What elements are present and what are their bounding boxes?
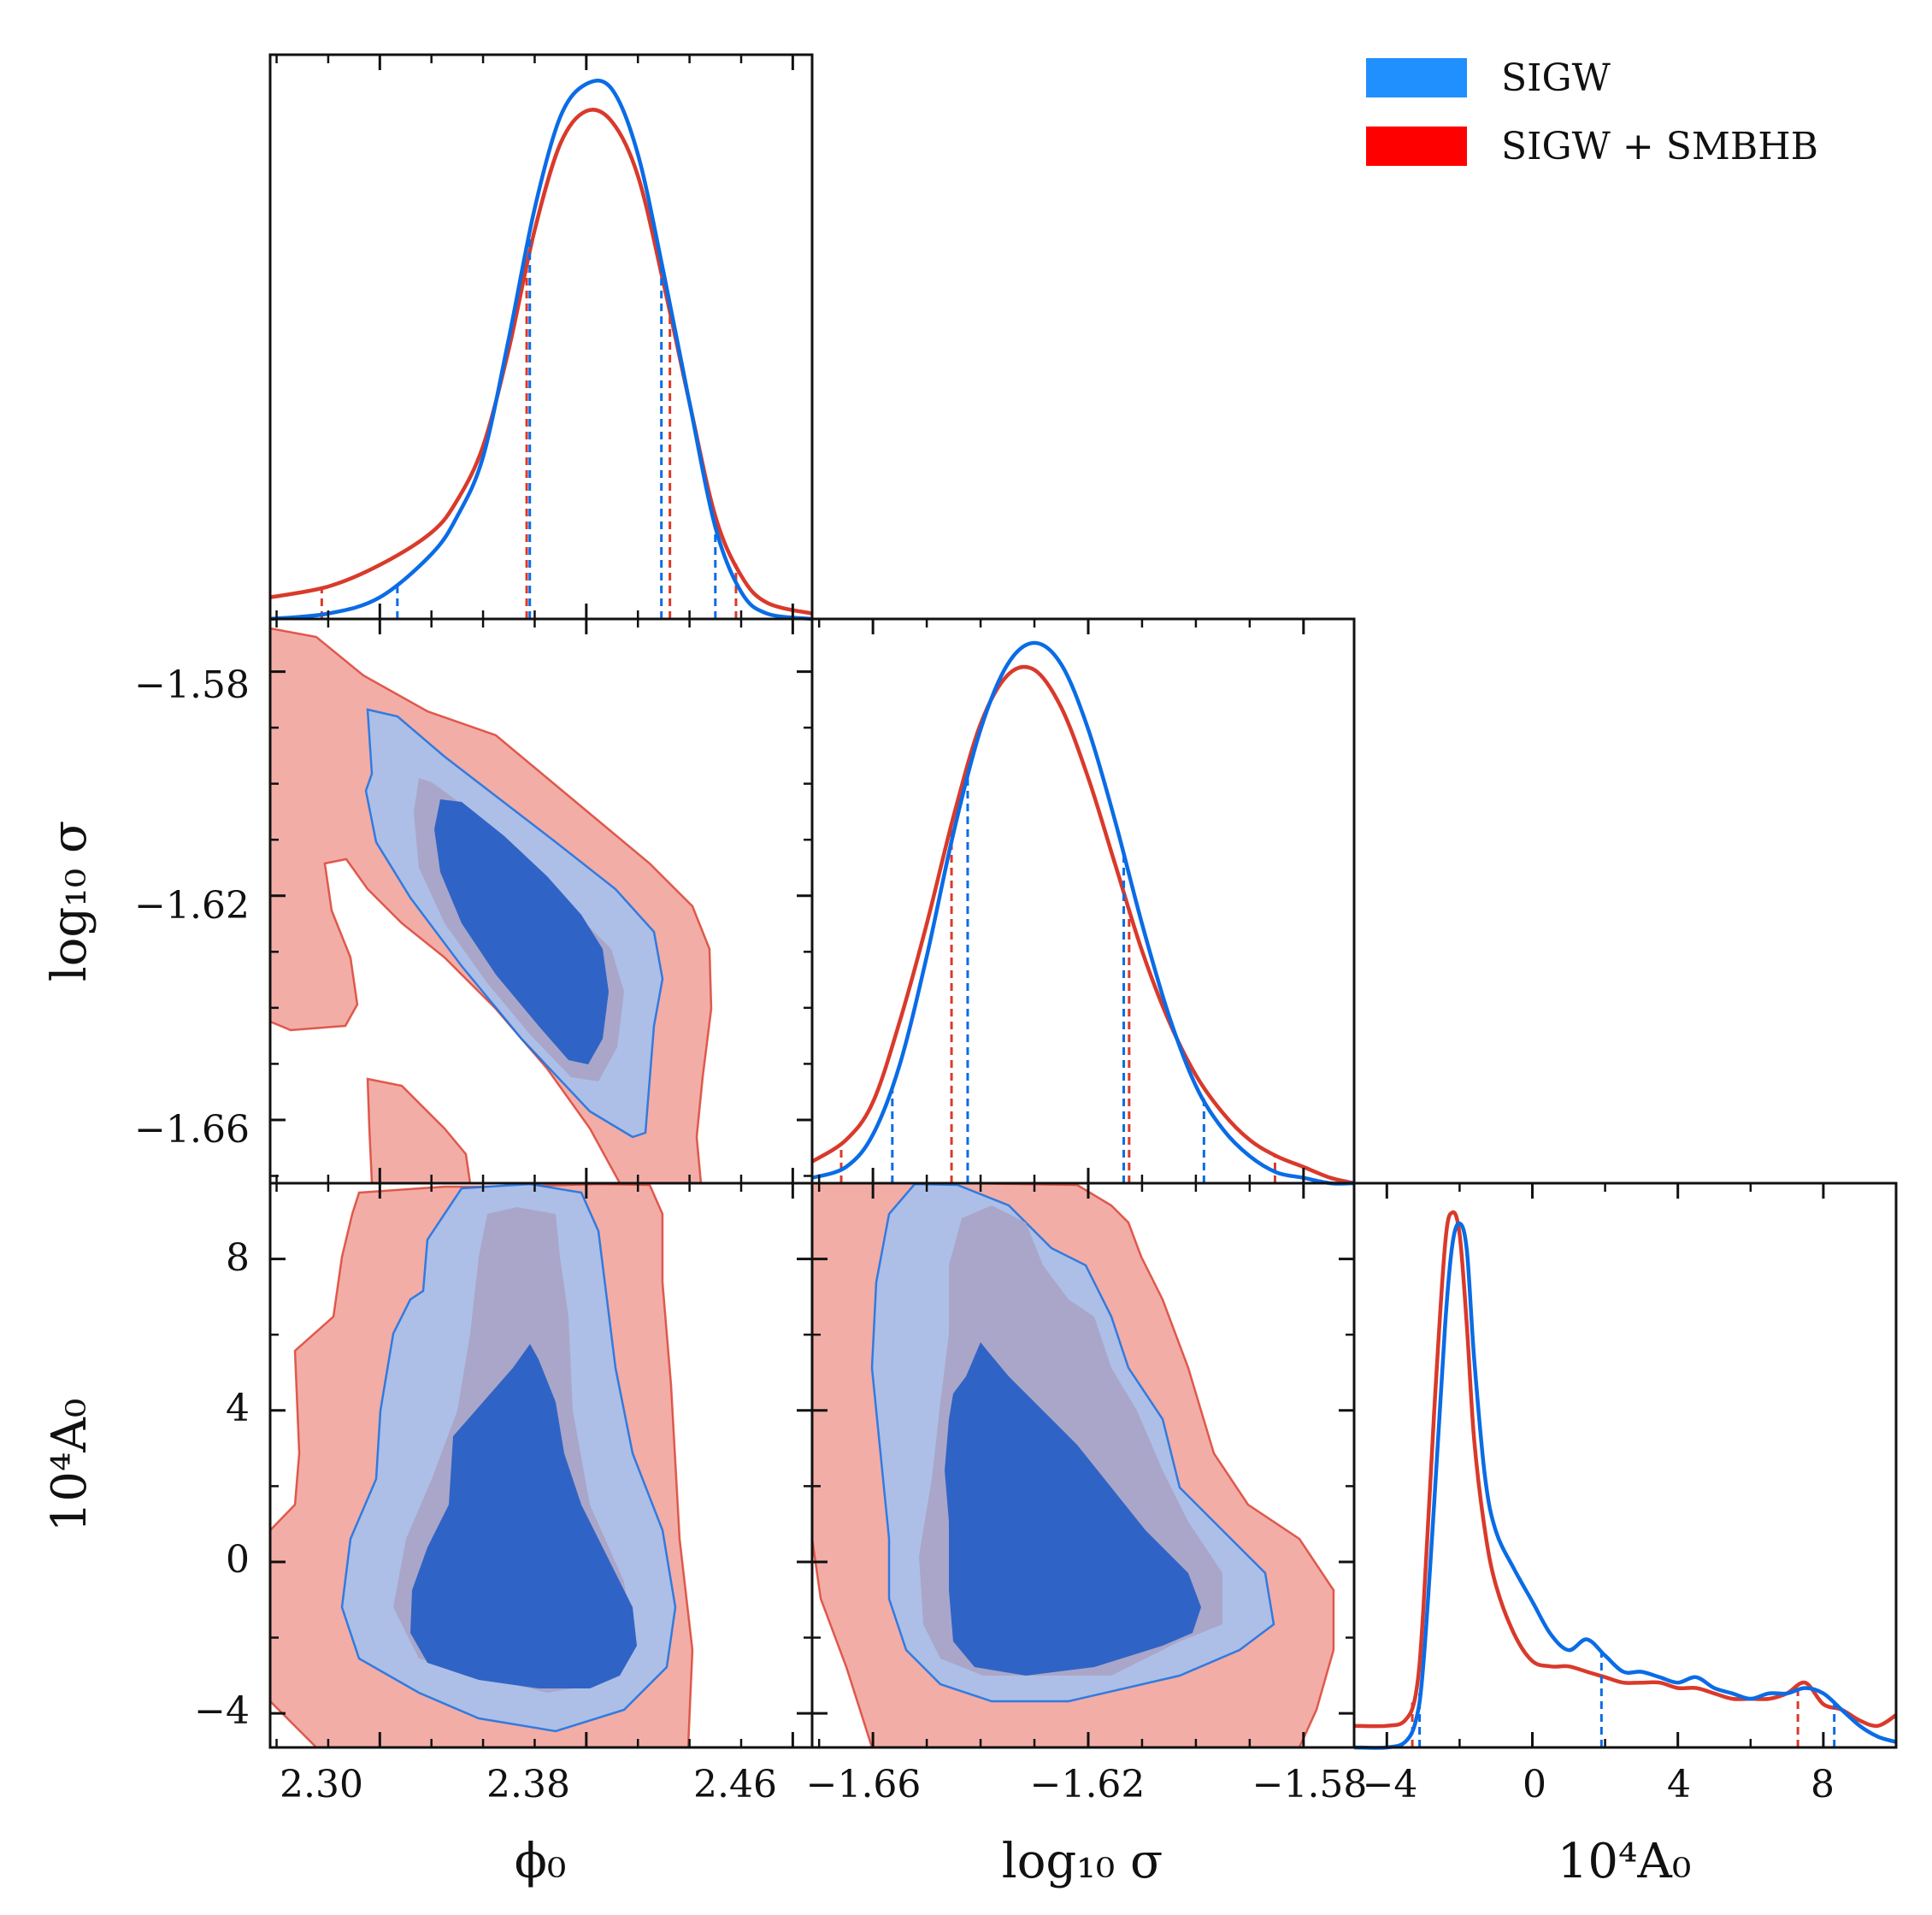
- sigw-marginal-curve: [269, 79, 813, 622]
- frame-marginal-a0: [1352, 1181, 1898, 1749]
- marginal-log10-sigma: [810, 640, 1355, 1186]
- sigw-1sigma-region: [945, 1342, 1201, 1676]
- x-tick-label: 0: [1523, 1763, 1546, 1806]
- y-tick-label: −1.62: [134, 884, 250, 928]
- x-tick-label: −1.62: [1030, 1763, 1146, 1806]
- panel-sigma-vs-phi0: [270, 627, 713, 1183]
- y-tick-labels-sigma: −1.58 −1.62 −1.66: [134, 663, 250, 1152]
- marginal-phi0: [269, 79, 813, 622]
- y-axis-title-a0: 10⁴A₀: [42, 1399, 97, 1533]
- y-tick-label: 4: [226, 1387, 250, 1430]
- x-tick-labels-phi0: 2.30 2.38 2.46: [280, 1763, 777, 1806]
- x-tick-label: −1.58: [1252, 1763, 1368, 1806]
- y-tick-label: −1.66: [134, 1108, 250, 1152]
- x-tick-label: 4: [1667, 1763, 1691, 1806]
- y-tick-label: −1.58: [134, 663, 250, 707]
- legend-label-smbhb: SIGW + SMBHB: [1501, 125, 1818, 168]
- x-axis-title-a0: 10⁴A₀: [1558, 1834, 1692, 1889]
- y-tick-label: 8: [226, 1236, 250, 1280]
- sigw-1sigma-region: [410, 1344, 637, 1688]
- panel-a0-vs-phi0: [270, 1183, 694, 1747]
- sigw-marginal-curve: [811, 640, 1355, 1186]
- x-tick-label: −1.66: [806, 1763, 922, 1806]
- legend-label-sigw: SIGW: [1501, 56, 1611, 100]
- marginal-a0: [1353, 1210, 1898, 1750]
- panel-frames: [268, 53, 1898, 1749]
- x-tick-label: 2.38: [486, 1763, 570, 1806]
- x-tick-label: 2.30: [280, 1763, 363, 1806]
- x-tick-label: −4: [1363, 1763, 1418, 1806]
- legend-swatch-sigw: [1366, 58, 1467, 97]
- legend-swatch-smbhb: [1366, 127, 1467, 166]
- panel-a0-vs-sigma: [812, 1183, 1335, 1747]
- y-tick-label: −4: [194, 1689, 250, 1733]
- sigw-1sigma-region: [434, 799, 609, 1064]
- y-axis-title-sigma: log₁₀ σ: [42, 821, 97, 981]
- x-tick-labels-sigma: −1.66 −1.62 −1.58: [806, 1763, 1368, 1806]
- x-tick-label: 2.46: [693, 1763, 777, 1806]
- x-axis-title-phi0: ϕ₀: [515, 1834, 567, 1889]
- y-tick-label: 0: [226, 1538, 250, 1582]
- ticks: [270, 55, 1898, 1747]
- smbhb-marginal-curve: [269, 108, 813, 616]
- smbhb-marginal-curve: [810, 664, 1355, 1186]
- frame-marginal-phi0: [268, 53, 814, 621]
- x-tick-labels-a0: −4 0 4 8: [1363, 1763, 1835, 1806]
- y-tick-labels-a0: 8 4 0 −4: [194, 1236, 250, 1733]
- x-tick-label: 8: [1811, 1763, 1835, 1806]
- sigw-marginal-curve: [1353, 1221, 1897, 1750]
- legend: SIGW SIGW + SMBHB: [1366, 56, 1818, 168]
- x-axis-title-sigma: log₁₀ σ: [1002, 1834, 1163, 1889]
